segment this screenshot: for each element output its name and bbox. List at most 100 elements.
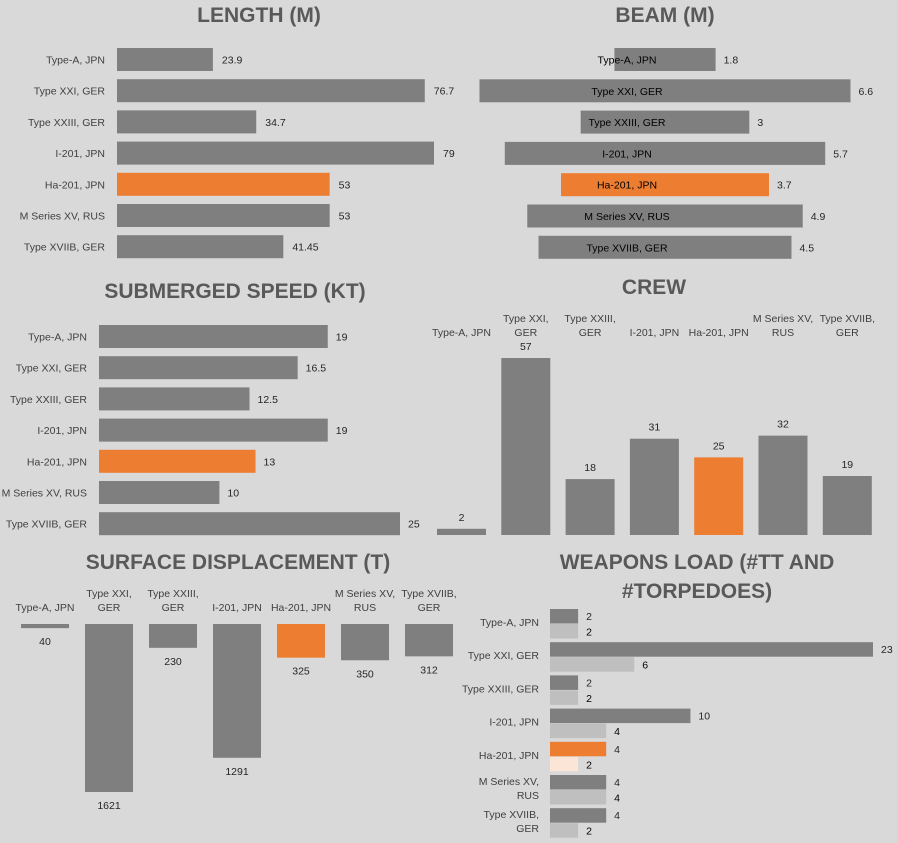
speed-value-label: 19 [336, 425, 348, 437]
length-bar [117, 110, 257, 134]
weapons-torpedoes-bar [550, 657, 635, 672]
speed-bar [99, 325, 328, 348]
weapons-torpedoes-value-label: 2 [586, 693, 592, 705]
speed-bar [99, 387, 250, 411]
weapons-tt-bar [550, 609, 579, 624]
length-value-label: 23.9 [222, 55, 243, 67]
weapons-torpedoes-bar [550, 690, 579, 705]
weapons-tt-value-label: 4 [614, 744, 620, 756]
displacement-bar [341, 624, 389, 661]
speed-value-label: 19 [336, 332, 348, 344]
speed-bar [99, 449, 256, 473]
speed-value-label: 16.5 [306, 363, 327, 375]
weapons-tt-value-label: 2 [586, 677, 592, 689]
crew-category-label: Type XXI, GER [503, 313, 549, 339]
crew-category-label: Type XXIII, GER [564, 313, 615, 339]
weapons-chart-title-line-1: WEAPONS LOAD (#TT AND [560, 551, 835, 574]
beam-category-label: Type XVIIB, GER [586, 242, 668, 254]
displacement-bar [405, 624, 453, 657]
crew-category-label: M Series XV, RUS [753, 313, 813, 339]
length-bar [117, 235, 284, 259]
beam-chart: BEAM (M) Type-A, JPN 1.8 Type XXI, GER 6.6 T… [479, 4, 874, 259]
weapons-tt-bar [550, 675, 579, 690]
displacement-bar [85, 624, 133, 792]
weapons-torpedoes-bar [550, 790, 607, 805]
speed-category-label: M Series XV, RUS [2, 488, 87, 500]
length-value-label: 53 [339, 179, 351, 191]
weapons-tt-value-label: 4 [614, 810, 620, 822]
crew-value-label: 57 [520, 341, 532, 353]
weapons-tt-bar [550, 708, 691, 724]
weapons-category-label: Type-A, JPN [480, 617, 539, 629]
displacement-category-label: Type XVIIB, GER [401, 588, 456, 614]
weapons-tt-bar [550, 775, 607, 790]
speed-category-label: Type XVIIB, GER [6, 519, 88, 531]
length-category-label: M Series XV, RUS [20, 211, 105, 223]
weapons-torpedoes-value-label: 2 [586, 627, 592, 639]
displacement-category-label: Type-A, JPN [16, 602, 75, 614]
speed-chart: SUBMERGED SPEED (KT) Type-A, JPN 19 Type X… [2, 280, 420, 536]
displacement-value-label: 1621 [97, 800, 121, 812]
crew-category-label: I-201, JPN [630, 327, 680, 339]
length-category-label: Type XVIIB, GER [24, 242, 106, 254]
beam-bar [504, 141, 826, 165]
speed-value-label: 25 [408, 519, 420, 531]
length-category-label: Type-A, JPN [46, 55, 105, 67]
crew-value-label: 31 [649, 422, 661, 434]
speed-category-label: Type-A, JPN [28, 332, 87, 344]
length-category-label: Ha-201, JPN [45, 179, 105, 191]
beam-bar [580, 110, 750, 134]
displacement-bar [21, 624, 69, 629]
beam-bar [561, 173, 769, 197]
crew-value-label: 2 [459, 512, 465, 524]
speed-bar [99, 481, 220, 504]
length-category-label: Type XXIII, GER [28, 117, 105, 129]
speed-category-label: Type XXIII, GER [10, 394, 87, 406]
speed-category-label: I-201, JPN [37, 425, 87, 437]
displacement-category-label: Type XXI, GER [86, 588, 132, 614]
weapons-chart: WEAPONS LOAD (#TT AND #TORPEDOES) Type-A… [462, 551, 893, 838]
beam-chart-title: BEAM (M) [615, 4, 714, 27]
crew-value-label: 25 [713, 440, 725, 452]
weapons-tt-value-label: 10 [698, 711, 710, 723]
crew-value-label: 32 [777, 419, 789, 431]
length-bar [117, 204, 330, 227]
crew-bar [758, 435, 808, 535]
beam-category-label: Type XXIII, GER [588, 117, 665, 129]
crew-value-label: 19 [841, 459, 853, 471]
weapons-category-label: Type XVIIB, GER [484, 809, 540, 835]
beam-value-label: 3 [757, 117, 763, 129]
length-category-label: Type XXI, GER [34, 86, 106, 98]
weapons-torpedoes-value-label: 4 [614, 726, 620, 738]
speed-bar [99, 512, 400, 536]
beam-bar [614, 48, 716, 71]
weapons-tt-value-label: 4 [614, 777, 620, 789]
displacement-value-label: 350 [356, 668, 374, 680]
weapons-torpedoes-bar [550, 624, 579, 639]
weapons-torpedoes-bar [550, 756, 579, 772]
displacement-value-label: 230 [164, 656, 182, 668]
beam-value-label: 5.7 [833, 148, 848, 160]
weapons-category-label: M Series XV, RUS [479, 776, 539, 802]
crew-chart-title: CREW [622, 276, 686, 299]
crew-category-label: Type XVIIB, GER [820, 313, 875, 339]
weapons-category-label: Ha-201, JPN [479, 750, 539, 762]
displacement-category-label: I-201, JPN [212, 602, 262, 614]
weapons-category-label: Type XXI, GER [468, 650, 540, 662]
weapons-tt-bar [550, 808, 607, 823]
beam-value-label: 3.7 [777, 180, 792, 192]
displacement-value-label: 312 [420, 664, 438, 676]
length-category-label: I-201, JPN [55, 148, 105, 160]
crew-bar [437, 528, 486, 535]
speed-value-label: 12.5 [258, 394, 279, 406]
crew-chart: CREW Type-A, JPN 2 Type XXI, GER 57 Type XXII… [432, 276, 875, 535]
weapons-chart-title-line-2: #TORPEDOES) [622, 580, 772, 603]
length-value-label: 79 [443, 148, 455, 160]
crew-bar [822, 476, 872, 535]
length-chart-title: LENGTH (M) [197, 4, 321, 27]
beam-value-label: 6.6 [859, 86, 874, 98]
crew-category-label: Ha-201, JPN [689, 327, 749, 339]
weapons-torpedoes-value-label: 2 [586, 826, 592, 838]
displacement-bar [149, 624, 197, 648]
